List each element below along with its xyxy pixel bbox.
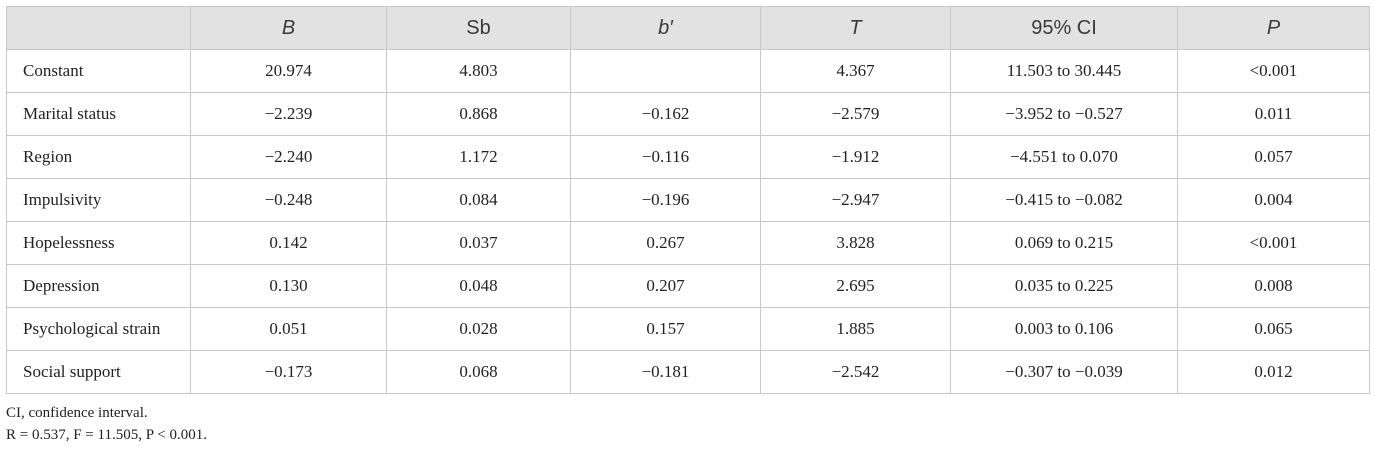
table-row: Depression 0.130 0.048 0.207 2.695 0.035 to 0… xyxy=(6,264,1370,308)
row-label-cell: Region xyxy=(6,135,191,179)
row-label-cell: Constant xyxy=(6,49,191,93)
table-cell: −2.239 xyxy=(190,92,387,136)
table-cell: 0.004 xyxy=(1177,178,1370,222)
table-cell: −0.162 xyxy=(570,92,761,136)
table-row: Psychological strain 0.051 0.028 0.157 1.885… xyxy=(6,307,1370,351)
table-cell: 4.803 xyxy=(386,49,571,93)
table-cell: 0.157 xyxy=(570,307,761,351)
table-cell: 0.868 xyxy=(386,92,571,136)
table-cell: 3.828 xyxy=(760,221,951,265)
regression-table: B Sb b′ T 95% CI P Constant 20.974 4.803 4.… xyxy=(6,6,1370,394)
table-cell: 0.012 xyxy=(1177,350,1370,394)
header-row: B Sb b′ T 95% CI P xyxy=(6,6,1370,50)
row-label-cell: Psychological strain xyxy=(6,307,191,351)
table-cell: −0.248 xyxy=(190,178,387,222)
table-cell: <0.001 xyxy=(1177,221,1370,265)
header-cell-b-prime: b′ xyxy=(570,6,761,50)
table-cell: −0.196 xyxy=(570,178,761,222)
table-cell: 0.267 xyxy=(570,221,761,265)
table-cell: −2.542 xyxy=(760,350,951,394)
table-cell: 0.084 xyxy=(386,178,571,222)
table-cell: −0.181 xyxy=(570,350,761,394)
header-cell-t: T xyxy=(760,6,951,50)
header-cell-p: P xyxy=(1177,6,1370,50)
table-cell: 0.011 xyxy=(1177,92,1370,136)
regression-table-container: B Sb b′ T 95% CI P Constant 20.974 4.803 4.… xyxy=(6,6,1370,394)
table-cell: −0.307 to −0.039 xyxy=(950,350,1178,394)
table-cell: 0.069 to 0.215 xyxy=(950,221,1178,265)
table-cell: −0.173 xyxy=(190,350,387,394)
row-label-cell: Depression xyxy=(6,264,191,308)
row-label-cell: Hopelessness xyxy=(6,221,191,265)
table-cell: 0.028 xyxy=(386,307,571,351)
table-row: Marital status −2.239 0.868 −0.162 −2.579 −3.… xyxy=(6,92,1370,136)
table-body: Constant 20.974 4.803 4.367 11.503 to 30.445… xyxy=(6,49,1370,394)
table-cell: 0.008 xyxy=(1177,264,1370,308)
table-cell: −1.912 xyxy=(760,135,951,179)
table-cell: 20.974 xyxy=(190,49,387,93)
table-cell: −3.952 to −0.527 xyxy=(950,92,1178,136)
table-row: Impulsivity −0.248 0.084 −0.196 −2.947 −0.415… xyxy=(6,178,1370,222)
header-cell-b: B xyxy=(190,6,387,50)
table-cell: 0.003 to 0.106 xyxy=(950,307,1178,351)
table-cell: −2.240 xyxy=(190,135,387,179)
footnote-ci-abbreviation: CI, confidence interval. xyxy=(6,405,148,421)
table-cell: 0.065 xyxy=(1177,307,1370,351)
row-label-cell: Social support xyxy=(6,350,191,394)
header-cell-sb: Sb xyxy=(386,6,571,50)
table-cell: 0.068 xyxy=(386,350,571,394)
table-row: Constant 20.974 4.803 4.367 11.503 to 30.445… xyxy=(6,49,1370,93)
table-cell xyxy=(570,49,761,93)
table-cell: −2.579 xyxy=(760,92,951,136)
table-cell: 0.048 xyxy=(386,264,571,308)
row-label-cell: Impulsivity xyxy=(6,178,191,222)
table-cell: 1.172 xyxy=(386,135,571,179)
table-cell: 4.367 xyxy=(760,49,951,93)
table-cell: 11.503 to 30.445 xyxy=(950,49,1178,93)
table-cell: 0.207 xyxy=(570,264,761,308)
table-row: Region −2.240 1.172 −0.116 −1.912 −4.551 to 0… xyxy=(6,135,1370,179)
table-footnotes: CI, confidence interval. R = 0.537, F = … xyxy=(6,402,207,446)
table-cell: 0.051 xyxy=(190,307,387,351)
table-cell: 0.130 xyxy=(190,264,387,308)
table-cell: −2.947 xyxy=(760,178,951,222)
footnote-model-stats: R = 0.537, F = 11.505, P < 0.001. xyxy=(6,427,207,443)
table-cell: 0.142 xyxy=(190,221,387,265)
table-cell: −0.415 to −0.082 xyxy=(950,178,1178,222)
table-cell: −4.551 to 0.070 xyxy=(950,135,1178,179)
table-cell: 0.037 xyxy=(386,221,571,265)
table-row: Hopelessness 0.142 0.037 0.267 3.828 0.069 to… xyxy=(6,221,1370,265)
header-cell-ci: 95% CI xyxy=(950,6,1178,50)
row-label-cell: Marital status xyxy=(6,92,191,136)
table-cell: 2.695 xyxy=(760,264,951,308)
table-row: Social support −0.173 0.068 −0.181 −2.542 −0.… xyxy=(6,350,1370,394)
table-cell: 0.057 xyxy=(1177,135,1370,179)
table-cell: 0.035 to 0.225 xyxy=(950,264,1178,308)
table-cell: −0.116 xyxy=(570,135,761,179)
header-cell-empty xyxy=(6,6,191,50)
table-header: B Sb b′ T 95% CI P xyxy=(6,6,1370,50)
table-cell: 1.885 xyxy=(760,307,951,351)
table-cell: <0.001 xyxy=(1177,49,1370,93)
